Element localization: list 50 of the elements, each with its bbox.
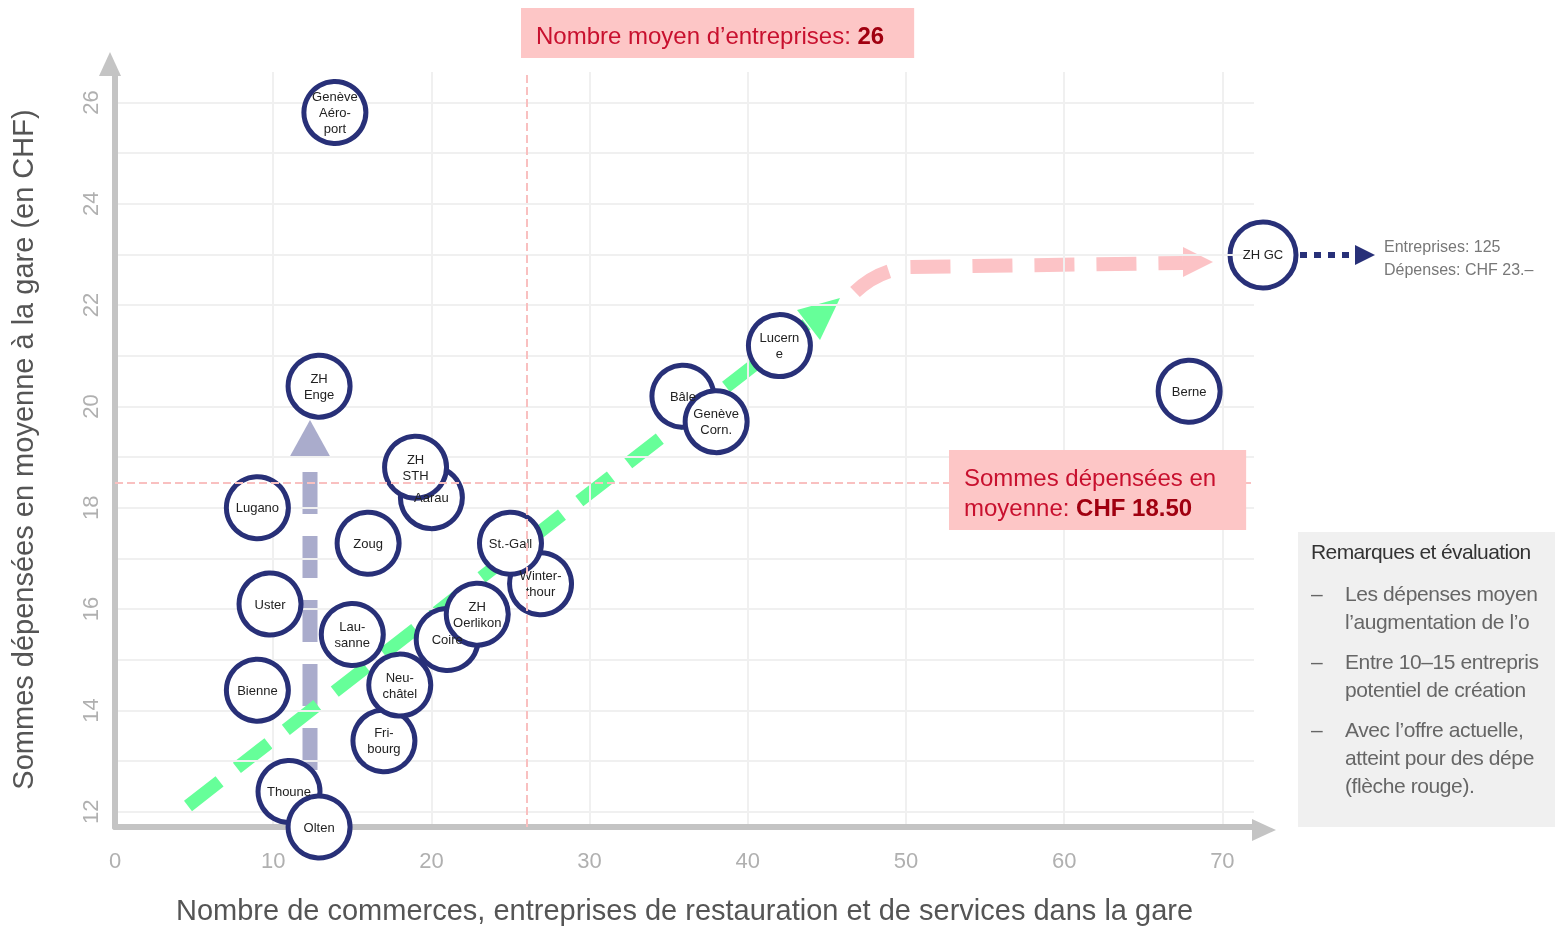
y-tick-label: 26: [77, 90, 103, 115]
point: [334, 509, 402, 577]
x-tick-label: 30: [577, 847, 602, 873]
y-tick-label: 14: [77, 698, 103, 723]
point: [1155, 357, 1223, 425]
text: – Entre 10–15 entrepris potentiel de création: [1311, 649, 1539, 703]
ref-line-label: Sommes dépensées en moyenne: CHF 18.50: [964, 463, 1217, 521]
data-label: Lucern e: [759, 330, 800, 362]
y-tick-label: 20: [77, 394, 103, 419]
data-label: Neu- châtel: [382, 669, 418, 701]
data-label: ZH Oerlikon: [453, 598, 502, 630]
x-axis-title: Nombre de commerces, entreprises de restauration et de services dans la gare: [175, 893, 1194, 926]
text: – Les dépenses moyen l’augmentation de l’o: [1311, 581, 1538, 635]
data-label: Uster: [254, 596, 287, 612]
ref-line-label: Nombre moyen d’entreprises: 26: [536, 21, 885, 49]
data-label: Genève Aéro- port: [312, 89, 358, 137]
data-label: Bâle: [669, 388, 696, 404]
data-label: Genève Corn.: [693, 406, 739, 438]
x-tick-label: 50: [893, 847, 919, 873]
x-tick-label: 60: [1051, 847, 1077, 873]
text: Remarques et évaluation: [1311, 540, 1532, 564]
data-label: Zoug: [353, 535, 383, 551]
y-tick-label: 16: [77, 596, 103, 622]
point: [745, 312, 813, 380]
x-tick-label: 40: [735, 847, 761, 873]
x-tick-label: 70: [1210, 847, 1235, 873]
point: [236, 570, 304, 638]
data-label: Berne: [1171, 383, 1207, 399]
text: Entreprises: 125 Dépenses: CHF 23.–: [1384, 237, 1534, 280]
data-label: Olten: [303, 819, 335, 835]
y-axis-title: Sommes dépensées en moyenne à la gare (en CHF): [6, 109, 39, 790]
data-label: Fri- bourg: [367, 725, 401, 757]
point: [223, 656, 291, 724]
y-tick-label: 24: [77, 191, 103, 216]
x-tick-label: 0: [108, 847, 122, 873]
x-tick-label: 10: [260, 847, 286, 873]
data-label: Aarau: [414, 490, 449, 506]
y-tick-label: 12: [77, 799, 103, 825]
data-label: Lau- sanne: [334, 618, 370, 650]
annotation: ZH GC: [1241, 247, 1285, 262]
y-tick-label: 18: [77, 495, 103, 521]
data-label: ZH Enge: [303, 370, 335, 402]
x-tick-label: 20: [419, 847, 444, 873]
data-label: Lugano: [235, 500, 280, 516]
data-label: St.-Gall: [488, 535, 533, 551]
data-label: Thoune: [266, 784, 312, 800]
data-label: ZH STH: [402, 451, 429, 483]
data-label: Bienne: [237, 682, 278, 698]
y-tick-label: 22: [77, 292, 103, 318]
text: – Avec l’offre actuelle, atteint pour des dépe (flèche rouge).: [1311, 717, 1534, 799]
